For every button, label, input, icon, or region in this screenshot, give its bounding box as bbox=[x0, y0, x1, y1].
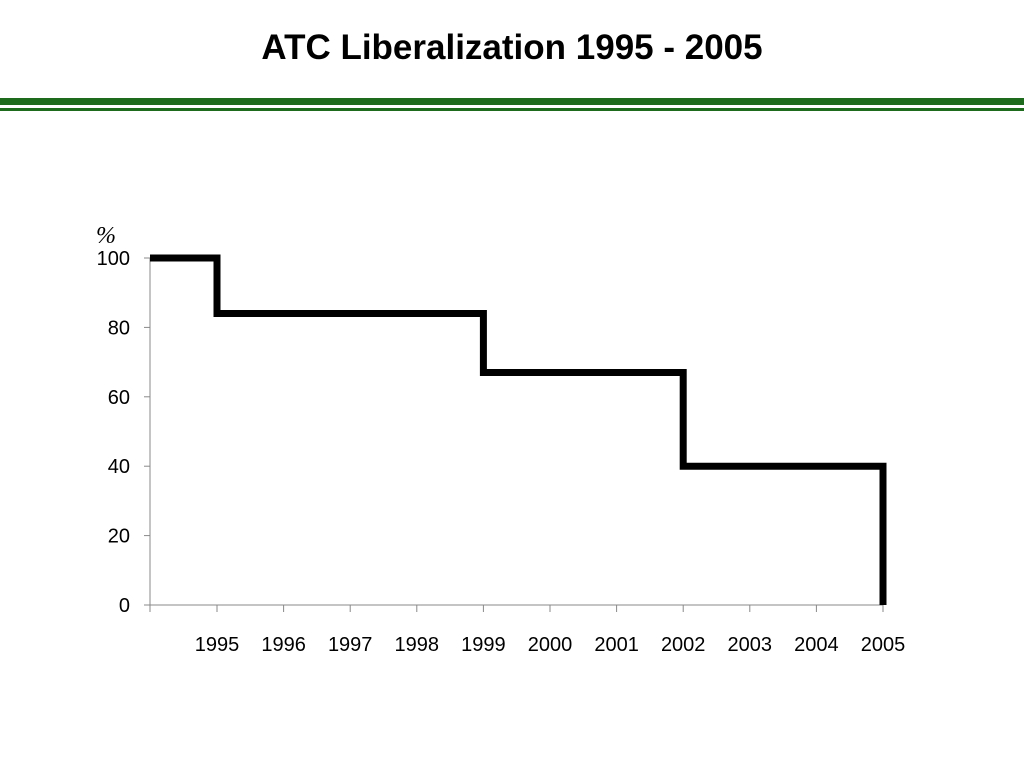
y-tick-label: 20 bbox=[108, 526, 130, 548]
title-divider-thick bbox=[0, 98, 1024, 105]
x-tick-label: 2000 bbox=[528, 634, 573, 656]
chart-series bbox=[150, 254, 887, 605]
x-tick-label: 2004 bbox=[794, 634, 839, 656]
x-tick-label: 2001 bbox=[594, 634, 639, 656]
x-tick-label: 1996 bbox=[261, 634, 306, 656]
y-tick-label: 60 bbox=[108, 387, 130, 409]
title-divider-thin bbox=[0, 108, 1024, 111]
x-tick-label: 2005 bbox=[861, 634, 906, 656]
y-tick-label: 80 bbox=[108, 317, 130, 339]
page-title: ATC Liberalization 1995 - 2005 bbox=[261, 28, 763, 67]
series-line bbox=[150, 254, 887, 605]
y-axis-unit-label: % bbox=[96, 223, 116, 249]
x-tick-label: 1998 bbox=[395, 634, 440, 656]
chart-ticks bbox=[144, 257, 884, 612]
x-tick-label: 2003 bbox=[728, 634, 773, 656]
x-tick-label: 1995 bbox=[195, 634, 240, 656]
x-tick-label: 2002 bbox=[661, 634, 706, 656]
y-tick-label: 100 bbox=[97, 248, 130, 270]
x-tick-label: 1999 bbox=[461, 634, 506, 656]
x-tick-label: 1997 bbox=[328, 634, 373, 656]
chart-labels: 0 20 40 60 80 100 1995 1996 1997 1998 1999 2000 2001… bbox=[96, 223, 905, 656]
y-tick-label: 40 bbox=[108, 456, 130, 478]
y-tick-label: 0 bbox=[119, 595, 130, 617]
chart-axes bbox=[149, 258, 883, 606]
